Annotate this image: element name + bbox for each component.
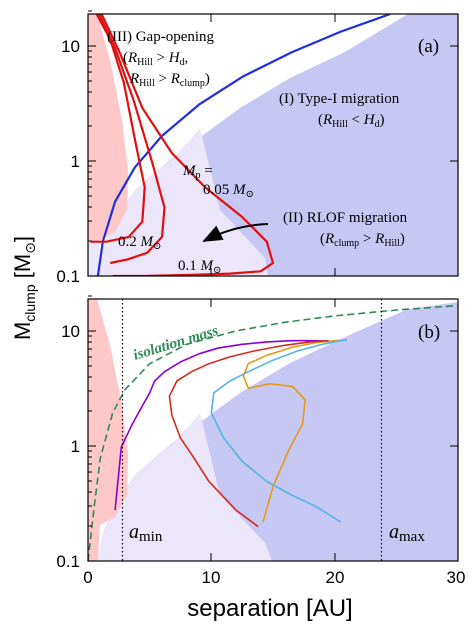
panel-a-label: (a)	[418, 36, 439, 57]
mp-label: Mp =	[182, 163, 213, 181]
x-axis-label: separation [AU]	[187, 595, 352, 622]
rlof-title: (II) RLOF migration	[283, 210, 408, 226]
gap-cond1: (RHill > Hd,	[123, 50, 188, 68]
panel-b-y-tick-labels: 0.1 1 10	[56, 322, 80, 571]
panel-b-frame	[87, 298, 459, 562]
series-line-0-2	[98, 14, 166, 265]
xtick-0: 0	[83, 568, 92, 587]
gap-title: (III) Gap-opening	[107, 29, 215, 45]
panel-b-ytick-0.1: 0.1	[56, 552, 80, 571]
panel-a-plot-area	[88, 14, 458, 276]
b-rlof-region	[98, 413, 272, 561]
amin-label: amin	[129, 521, 163, 545]
rlof-region-2	[98, 128, 268, 276]
mp-005-label: 0.05 M⊙	[203, 182, 254, 200]
series-line-1-2	[242, 339, 341, 523]
mp-02-label: 0.2 M⊙	[118, 234, 161, 252]
b-gap-region	[88, 299, 128, 525]
y-axis-label: Mclump [M⊙]	[10, 236, 38, 340]
type1-title: (I) Type-I migration	[279, 91, 400, 107]
panel-b-series	[88, 304, 458, 561]
panel-b-ytick-10: 10	[61, 322, 80, 341]
panel-a-x-ticks	[87, 14, 459, 276]
rlof-arrow	[202, 223, 269, 242]
type1-cond: (RHill < Hd)	[318, 112, 385, 130]
gap-cond2: RHill > Rclump)	[129, 71, 210, 89]
xtick-30: 30	[447, 568, 466, 587]
xtick-20: 20	[326, 568, 345, 587]
panel-a-y-ticks	[88, 10, 458, 277]
panel-a-ytick-10: 10	[61, 37, 80, 56]
panel-a-ytick-0.1: 0.1	[56, 267, 80, 286]
panel-a-y-tick-labels: 0.1 1 10	[56, 37, 80, 286]
panel-b-x-ticks	[87, 299, 459, 561]
rlof-cond: (Rclump > RHill)	[320, 231, 405, 249]
panel-b: 0.1 1 10 0 10 20 30 (b) isolation mass a…	[56, 295, 465, 587]
series-line-0-1	[90, 14, 146, 243]
panel-b-plot-area	[88, 299, 458, 561]
series-line-1-3	[168, 339, 329, 528]
panel-a-series	[90, 14, 391, 276]
xtick-10: 10	[202, 568, 221, 587]
amax-label: amax	[389, 521, 425, 545]
panel-a-ytick-1: 1	[71, 152, 80, 171]
panel-b-x-tick-labels: 0 10 20 30	[83, 568, 465, 587]
series-line-1-0	[88, 304, 458, 561]
series-line-1-1	[114, 339, 329, 511]
panel-b-ytick-1: 1	[71, 437, 80, 456]
panel-a-frame	[87, 13, 459, 277]
series-line-1-4	[210, 338, 348, 523]
series-line-0-3	[100, 14, 275, 276]
b-gap-region-low	[88, 525, 100, 561]
mp-01-label: 0.1 M⊙	[178, 258, 221, 276]
panel-b-y-ticks	[88, 295, 458, 562]
panel-a: 0.1 1 10 (a) (III) Gap-opening (RHill > …	[56, 10, 459, 286]
gap-region	[88, 14, 128, 240]
series-line-0-0	[96, 14, 391, 276]
panel-b-label: (b)	[418, 322, 440, 343]
